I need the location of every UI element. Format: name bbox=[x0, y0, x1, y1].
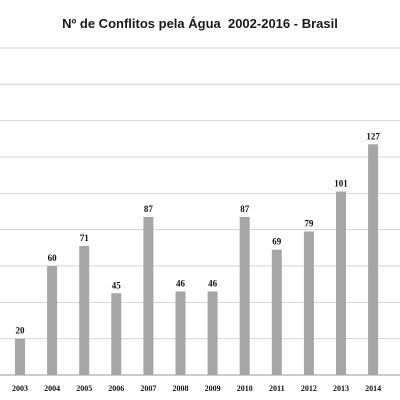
data-label-2013: 101 bbox=[334, 179, 348, 189]
bar-2011 bbox=[271, 249, 282, 375]
data-label-2005: 71 bbox=[80, 233, 90, 243]
bar-2012 bbox=[303, 231, 314, 375]
grid-layer bbox=[0, 47, 400, 376]
x-tick-label-2004: 2004 bbox=[44, 384, 60, 393]
x-tick-label-2008: 2008 bbox=[173, 384, 189, 393]
bar-2014 bbox=[368, 144, 379, 375]
data-label-2006: 45 bbox=[112, 280, 122, 290]
x-tick-label-2003: 2003 bbox=[12, 384, 28, 393]
bar-2013 bbox=[336, 191, 346, 375]
bar-2008 bbox=[175, 291, 186, 375]
bar-2009 bbox=[207, 291, 218, 375]
data-label-2003: 20 bbox=[16, 326, 26, 336]
bar-2005 bbox=[79, 246, 90, 375]
x-tick-label-2005: 2005 bbox=[76, 384, 92, 393]
x-tick-label-2012: 2012 bbox=[301, 384, 317, 393]
x-tick-label-2014: 2014 bbox=[365, 384, 381, 393]
data-label-2007: 87 bbox=[144, 204, 154, 214]
x-tick-label-2011: 2011 bbox=[269, 384, 285, 393]
bar-2007 bbox=[143, 216, 154, 375]
data-label-2012: 79 bbox=[304, 218, 314, 228]
data-label-layer: 20 60 71 45 87 46 46 87 69 79 101 127 bbox=[16, 131, 381, 335]
x-tick-label-2006: 2006 bbox=[108, 384, 124, 393]
x-tick-label-2010: 2010 bbox=[237, 384, 253, 393]
x-tick-label-2013: 2013 bbox=[333, 384, 349, 393]
x-tick-label-2007: 2007 bbox=[140, 384, 156, 393]
data-label-2010: 87 bbox=[240, 204, 250, 214]
data-label-2009: 46 bbox=[208, 278, 218, 288]
bar-2003 bbox=[15, 338, 25, 375]
x-tick-label-2009: 2009 bbox=[205, 384, 221, 393]
bar-2004 bbox=[47, 266, 58, 375]
bar-layer bbox=[15, 144, 379, 375]
bar-2010 bbox=[239, 216, 250, 375]
data-label-2014: 127 bbox=[366, 131, 380, 141]
data-label-2004: 60 bbox=[48, 253, 58, 263]
bar-2006 bbox=[111, 293, 122, 375]
chart-title: Nº de Conflitos pela Água 2002-2016 - Br… bbox=[62, 16, 338, 31]
data-label-2008: 46 bbox=[176, 278, 186, 288]
data-label-2011: 69 bbox=[272, 237, 282, 247]
x-axis-ticks: 2003 2004 2005 2006 2007 2008 2009 2010 2011 2012… bbox=[12, 384, 381, 393]
